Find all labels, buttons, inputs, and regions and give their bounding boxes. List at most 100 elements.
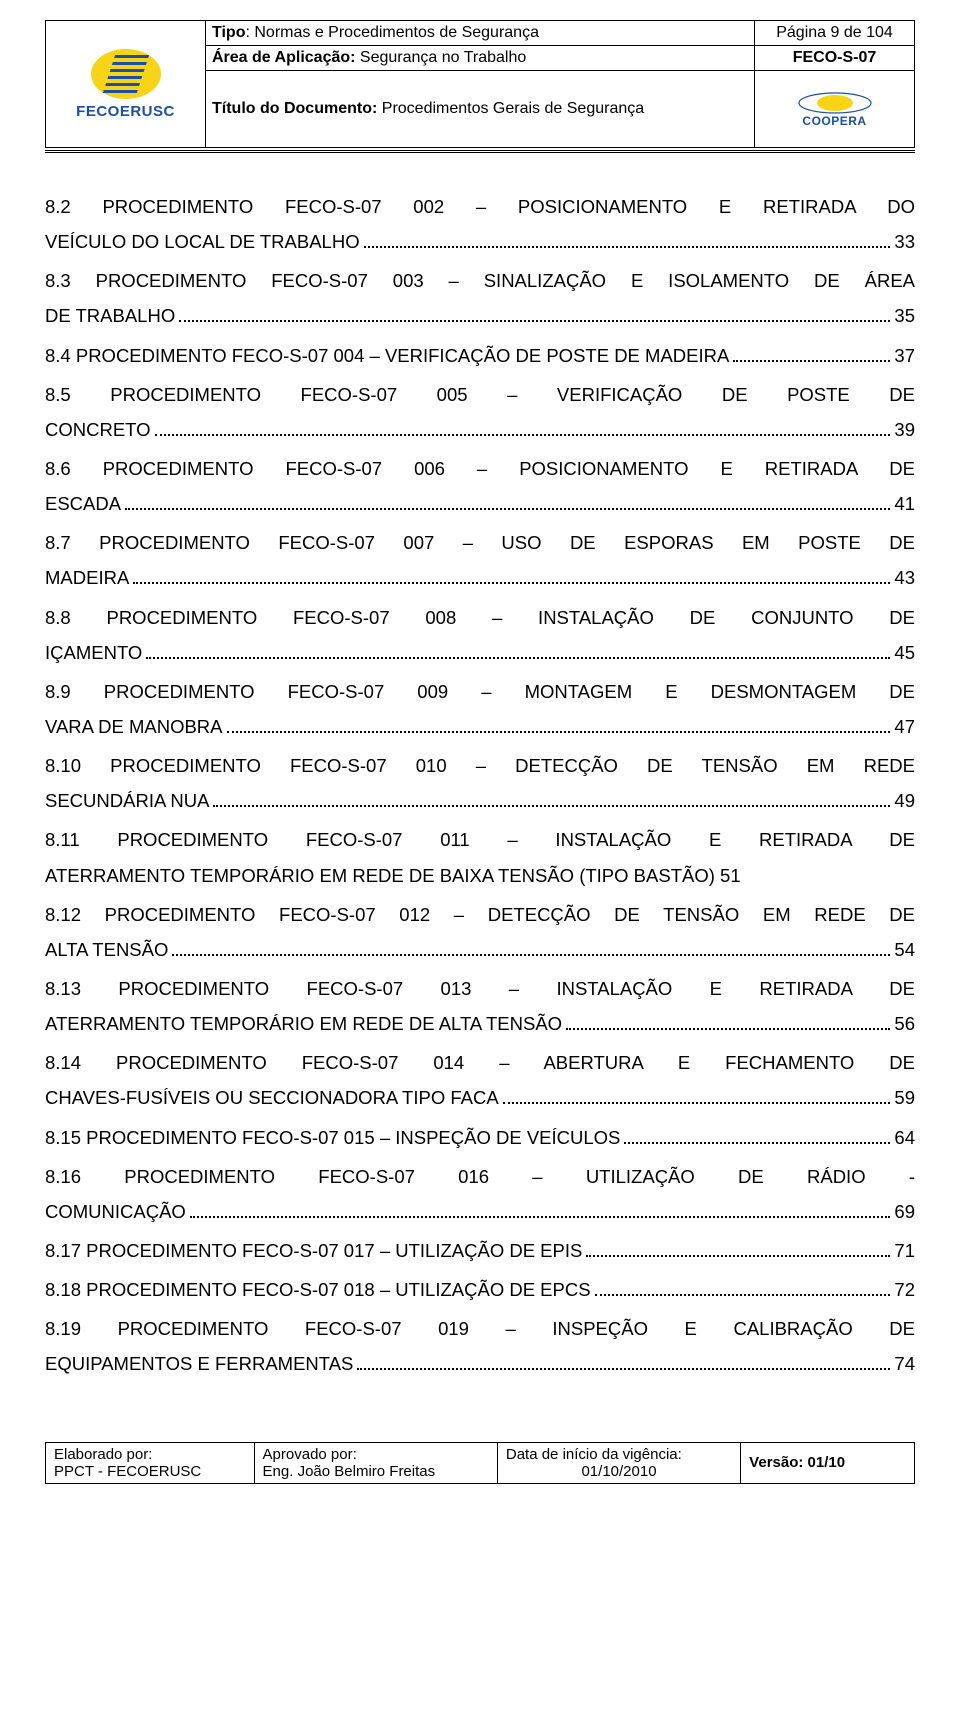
toc-page-number: 54	[894, 932, 915, 967]
toc-lead-line: 8.19 PROCEDIMENTO FECO-S-07 019 – INSPEÇ…	[45, 1311, 915, 1346]
toc-item: 8.13 PROCEDIMENTO FECO-S-07 013 – INSTAL…	[45, 971, 915, 1041]
area-value: Segurança no Trabalho	[360, 49, 526, 66]
toc-item: 8.15 PROCEDIMENTO FECO-S-07 015 – INSPEÇ…	[45, 1120, 915, 1155]
footer-aprovado-value: Eng. João Belmiro Freitas	[263, 1463, 489, 1480]
tipo-value: Normas e Procedimentos de Segurança	[254, 24, 539, 41]
coopera-logo: COOPERA	[761, 74, 908, 144]
toc-page-number: 72	[894, 1272, 915, 1307]
table-of-contents: 8.2 PROCEDIMENTO FECO-S-07 002 – POSICIO…	[45, 189, 915, 1382]
toc-lead-line: 8.5 PROCEDIMENTO FECO-S-07 005 – VERIFIC…	[45, 377, 915, 412]
toc-tail-line: 8.15 PROCEDIMENTO FECO-S-07 015 – INSPEÇ…	[45, 1120, 915, 1155]
toc-text: ESCADA	[45, 486, 121, 521]
toc-tail-line: COMUNICAÇÃO 69	[45, 1194, 915, 1229]
document-header: FECOERUSC Tipo: Normas e Procedimentos d…	[45, 20, 915, 148]
toc-page-number: 69	[894, 1194, 915, 1229]
toc-leader-dots	[364, 233, 891, 248]
coopera-logo-text: COOPERA	[802, 114, 866, 128]
toc-lead-line: 8.6 PROCEDIMENTO FECO-S-07 006 – POSICIO…	[45, 451, 915, 486]
toc-leader-dots	[586, 1242, 890, 1257]
toc-tail-line: SECUNDÁRIA NUA49	[45, 783, 915, 818]
fecoerusc-logo-icon	[91, 49, 161, 99]
logo-left-cell: FECOERUSC	[46, 21, 206, 148]
toc-lead-line: 8.10 PROCEDIMENTO FECO-S-07 010 – DETECÇ…	[45, 748, 915, 783]
toc-leader-dots	[213, 792, 890, 807]
footer-elaborado-value: PPCT - FECOERUSC	[54, 1463, 246, 1480]
footer-elaborado: Elaborado por: PPCT - FECOERUSC	[46, 1442, 255, 1483]
fecoerusc-logo: FECOERUSC	[50, 29, 201, 139]
fecoerusc-logo-text: FECOERUSC	[76, 103, 175, 120]
toc-page-number: 59	[894, 1080, 915, 1115]
toc-item: 8.3 PROCEDIMENTO FECO-S-07 003 – SINALIZ…	[45, 263, 915, 333]
toc-item: 8.17 PROCEDIMENTO FECO-S-07 017 – UTILIZ…	[45, 1233, 915, 1268]
area-cell: Área de Aplicação: Segurança no Trabalho	[206, 46, 755, 71]
coopera-logo-icon	[795, 90, 875, 116]
toc-page-number: 47	[894, 709, 915, 744]
toc-text: MADEIRA	[45, 560, 129, 595]
toc-tail-line: VARA DE MANOBRA 47	[45, 709, 915, 744]
toc-leader-dots	[155, 421, 891, 436]
toc-item: 8.7 PROCEDIMENTO FECO-S-07 007 – USO DE …	[45, 525, 915, 595]
toc-item: 8.16 PROCEDIMENTO FECO-S-07 016 – UTILIZ…	[45, 1159, 915, 1229]
document-footer: Elaborado por: PPCT - FECOERUSC Aprovado…	[45, 1442, 915, 1484]
footer-versao-text: Versão: 01/10	[749, 1454, 845, 1471]
toc-page-number: 43	[894, 560, 915, 595]
toc-lead-line: 8.11 PROCEDIMENTO FECO-S-07 011 – INSTAL…	[45, 822, 915, 857]
toc-tail-line: EQUIPAMENTOS E FERRAMENTAS74	[45, 1346, 915, 1381]
toc-tail-line: 8.4 PROCEDIMENTO FECO-S-07 004 – VERIFIC…	[45, 338, 915, 373]
toc-tail-line: CONCRETO 39	[45, 412, 915, 447]
toc-leader-dots	[357, 1356, 890, 1371]
codigo-text: FECO-S-07	[793, 49, 877, 66]
footer-data-vigencia: Data de início da vigência: 01/10/2010	[497, 1442, 740, 1483]
footer-aprovado: Aprovado por: Eng. João Belmiro Freitas	[254, 1442, 497, 1483]
toc-leader-dots	[624, 1129, 890, 1144]
toc-tail-line: MADEIRA 43	[45, 560, 915, 595]
toc-page-number: 41	[894, 486, 915, 521]
toc-tail-line: CHAVES-FUSÍVEIS OU SECCIONADORA TIPO FAC…	[45, 1080, 915, 1115]
tipo-label: Tipo	[212, 24, 245, 41]
toc-item: 8.6 PROCEDIMENTO FECO-S-07 006 – POSICIO…	[45, 451, 915, 521]
codigo-cell: FECO-S-07	[755, 46, 915, 71]
toc-page-number: 74	[894, 1346, 915, 1381]
toc-leader-dots	[733, 347, 890, 362]
toc-item: 8.4 PROCEDIMENTO FECO-S-07 004 – VERIFIC…	[45, 338, 915, 373]
toc-item: 8.2 PROCEDIMENTO FECO-S-07 002 – POSICIO…	[45, 189, 915, 259]
toc-page-number: 39	[894, 412, 915, 447]
toc-text: ATERRAMENTO TEMPORÁRIO EM REDE DE ALTA T…	[45, 1006, 562, 1041]
toc-page-number: 49	[894, 783, 915, 818]
toc-item: 8.5 PROCEDIMENTO FECO-S-07 005 – VERIFIC…	[45, 377, 915, 447]
toc-lead-line: 8.12 PROCEDIMENTO FECO-S-07 012 – DETECÇ…	[45, 897, 915, 932]
toc-lead-line: 8.7 PROCEDIMENTO FECO-S-07 007 – USO DE …	[45, 525, 915, 560]
toc-page-number: 37	[894, 338, 915, 373]
toc-leader-dots	[172, 941, 890, 956]
tipo-cell: Tipo: Normas e Procedimentos de Seguranç…	[206, 21, 755, 46]
toc-tail-line: ATERRAMENTO TEMPORÁRIO EM REDE DE BAIXA …	[45, 858, 915, 893]
toc-text: 8.15 PROCEDIMENTO FECO-S-07 015 – INSPEÇ…	[45, 1120, 620, 1155]
toc-item: 8.12 PROCEDIMENTO FECO-S-07 012 – DETECÇ…	[45, 897, 915, 967]
toc-tail-line: 8.18 PROCEDIMENTO FECO-S-07 018 – UTILIZ…	[45, 1272, 915, 1307]
toc-item: 8.19 PROCEDIMENTO FECO-S-07 019 – INSPEÇ…	[45, 1311, 915, 1381]
header-rule	[45, 150, 915, 153]
toc-item: 8.10 PROCEDIMENTO FECO-S-07 010 – DETECÇ…	[45, 748, 915, 818]
footer-data-label: Data de início da vigência:	[506, 1446, 732, 1463]
toc-text: VEÍCULO DO LOCAL DE TRABALHO	[45, 224, 360, 259]
toc-leader-dots	[125, 495, 890, 510]
toc-text: VARA DE MANOBRA	[45, 709, 223, 744]
titulo-cell: Título do Documento: Procedimentos Gerai…	[206, 71, 755, 148]
toc-lead-line: 8.16 PROCEDIMENTO FECO-S-07 016 – UTILIZ…	[45, 1159, 915, 1194]
toc-lead-line: 8.2 PROCEDIMENTO FECO-S-07 002 – POSICIO…	[45, 189, 915, 224]
toc-text: 8.4 PROCEDIMENTO FECO-S-07 004 – VERIFIC…	[45, 338, 729, 373]
toc-page-number: 71	[894, 1233, 915, 1268]
toc-text: CONCRETO	[45, 412, 151, 447]
toc-text: ALTA TENSÃO	[45, 932, 168, 967]
toc-tail-line: ATERRAMENTO TEMPORÁRIO EM REDE DE ALTA T…	[45, 1006, 915, 1041]
toc-item: 8.9 PROCEDIMENTO FECO-S-07 009 – MONTAGE…	[45, 674, 915, 744]
pagina-cell: Página 9 de 104	[755, 21, 915, 46]
toc-page-number: 35	[894, 298, 915, 333]
toc-lead-line: 8.14 PROCEDIMENTO FECO-S-07 014 – ABERTU…	[45, 1045, 915, 1080]
toc-page-number: 64	[894, 1120, 915, 1155]
toc-text: COMUNICAÇÃO	[45, 1194, 186, 1229]
toc-text: ATERRAMENTO TEMPORÁRIO EM REDE DE BAIXA …	[45, 858, 915, 893]
toc-leader-dots	[227, 718, 891, 733]
toc-text: IÇAMENTO	[45, 635, 142, 670]
toc-tail-line: IÇAMENTO45	[45, 635, 915, 670]
